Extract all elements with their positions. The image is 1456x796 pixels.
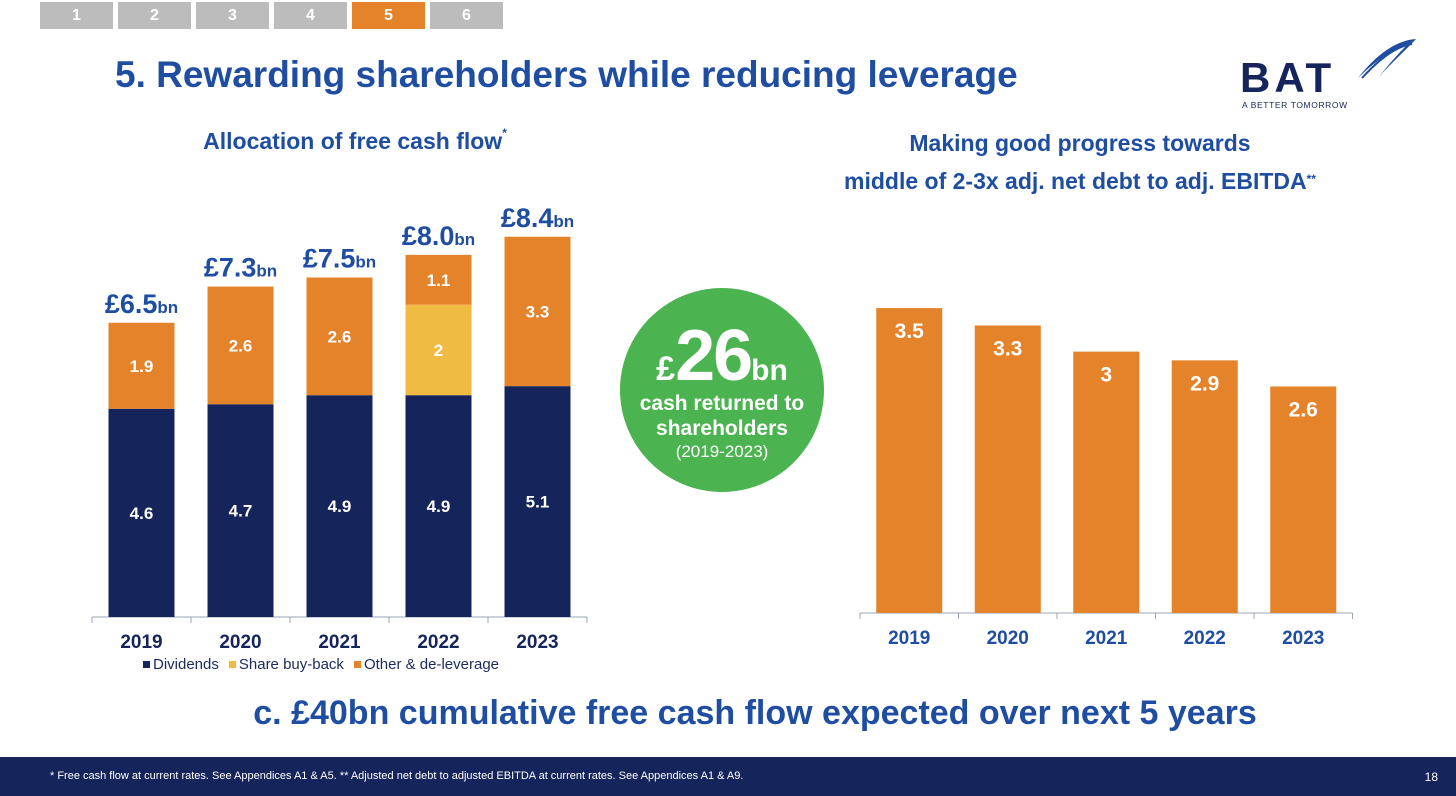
legend-item: Dividends (143, 656, 219, 673)
footer: * Free cash flow at current rates. See A… (0, 757, 1456, 796)
x-tick-label: 2021 (318, 632, 361, 653)
bat-logo: BAT A BETTER TOMORROW (1240, 39, 1416, 110)
x-tick-label: 2019 (888, 628, 930, 649)
allocation-chart-title: Allocation of free cash flow* (203, 126, 507, 154)
bar-segment-dividends (108, 408, 175, 617)
x-tick-label: 2023 (516, 632, 558, 653)
segment-value-label: 2.6 (229, 336, 253, 355)
segment-value-label: 4.7 (229, 502, 253, 521)
legend-swatch (143, 661, 150, 668)
bar-segment-other-de-leverage (306, 277, 373, 396)
callout-line-1: cash returned to (639, 392, 805, 415)
footnote: * Free cash flow at current rates. See A… (50, 770, 744, 782)
segment-value-label: 2 (434, 341, 443, 360)
segment-value-label: 5.1 (526, 493, 550, 512)
bar-segment-dividends (504, 386, 571, 617)
legend-swatch (228, 661, 236, 668)
bar-value-label: 3.3 (993, 337, 1022, 360)
bar-value-label: 2.9 (1190, 372, 1219, 395)
logo-wordmark: BAT (1240, 54, 1335, 101)
bar-segment-other-de-leverage (405, 254, 472, 305)
callout-amount: £26bn (656, 316, 788, 396)
legend-item: Share buy-back (228, 656, 344, 673)
bar-segment-share-buy-back (405, 304, 472, 396)
x-tick-label: 2019 (120, 632, 162, 653)
bar-value-label: 2.6 (1289, 398, 1318, 421)
legend-label: Share buy-back (238, 656, 344, 673)
bar-value-label: 3.5 (895, 320, 925, 343)
bar-total-label: £8.0bn (402, 221, 475, 251)
leverage-bar (1270, 386, 1337, 613)
bar-segment-dividends (306, 395, 373, 617)
bottom-claim: c. £40bn cumulative free cash flow expec… (253, 694, 1257, 732)
segment-value-label: 1.9 (130, 357, 154, 376)
segment-value-label: 4.6 (130, 504, 154, 523)
callout-years: (2019-2023) (675, 442, 769, 461)
bar-segment-dividends (405, 395, 472, 617)
legend-swatch (353, 661, 361, 668)
nav-tab-3[interactable]: 3 (196, 2, 269, 29)
bar-total-label: £8.4bn (501, 203, 574, 233)
legend-label: Dividends (153, 656, 219, 673)
nav-tab-5[interactable]: 5 (352, 2, 425, 29)
legend-item: Other & de-leverage (353, 656, 500, 673)
leverage-bar (974, 325, 1041, 613)
nav-tab-6[interactable]: 6 (430, 2, 503, 29)
bar-segment-dividends (207, 404, 274, 617)
x-tick-label: 2023 (1282, 628, 1324, 649)
nav-tab-1[interactable]: 1 (40, 2, 113, 29)
callout-line-2: shareholders (656, 417, 788, 440)
x-tick-label: 2022 (1184, 628, 1226, 649)
leverage-bar (1073, 351, 1140, 613)
bar-total-label: £6.5bn (105, 289, 178, 319)
segment-value-label: 2.6 (328, 327, 352, 346)
bar-total-label: £7.5bn (303, 244, 376, 274)
page-number: 18 (1424, 770, 1438, 784)
allocation-legend: Dividends Share buy-back Other & de-levera… (143, 656, 499, 673)
leverage-bar (1171, 360, 1238, 613)
bar-total-label: £7.3bn (204, 253, 277, 283)
leverage-bar (876, 308, 943, 613)
bar-segment-other-de-leverage (108, 322, 175, 409)
nav-tab-2[interactable]: 2 (118, 2, 191, 29)
x-tick-label: 2021 (1085, 628, 1128, 649)
x-tick-label: 2020 (219, 632, 261, 653)
logo-tagline: A BETTER TOMORROW (1242, 100, 1348, 110)
logo-swoosh-icon (1358, 39, 1416, 78)
cash-returned-callout: £26bn cash returned to shareholders (201… (620, 288, 824, 492)
leverage-chart-title: Making good progress towards middle of 2… (844, 130, 1316, 194)
segment-value-label: 1.1 (427, 271, 451, 290)
bar-segment-other-de-leverage (504, 236, 571, 387)
segment-value-label: 3.3 (526, 302, 550, 321)
allocation-chart: 4.6 1.9 £6.5bn 2019 4.7 2.6 £7.3bn 2020 4.9 2.6 £7… (91, 203, 588, 653)
leverage-chart: 3.5 2019 3.3 2020 3 2021 2.9 2022 2.6 2023 (859, 308, 1353, 649)
nav-tab-4[interactable]: 4 (274, 2, 347, 29)
legend-label: Other & de-leverage (363, 656, 500, 673)
bar-value-label: 3 (1100, 364, 1112, 387)
page-title: 5. Rewarding shareholders while reducing… (115, 54, 1018, 95)
x-tick-label: 2020 (987, 628, 1029, 649)
x-tick-label: 2022 (417, 632, 459, 653)
segment-value-label: 4.9 (427, 497, 451, 516)
segment-value-label: 4.9 (328, 497, 352, 516)
bar-segment-other-de-leverage (207, 286, 274, 405)
